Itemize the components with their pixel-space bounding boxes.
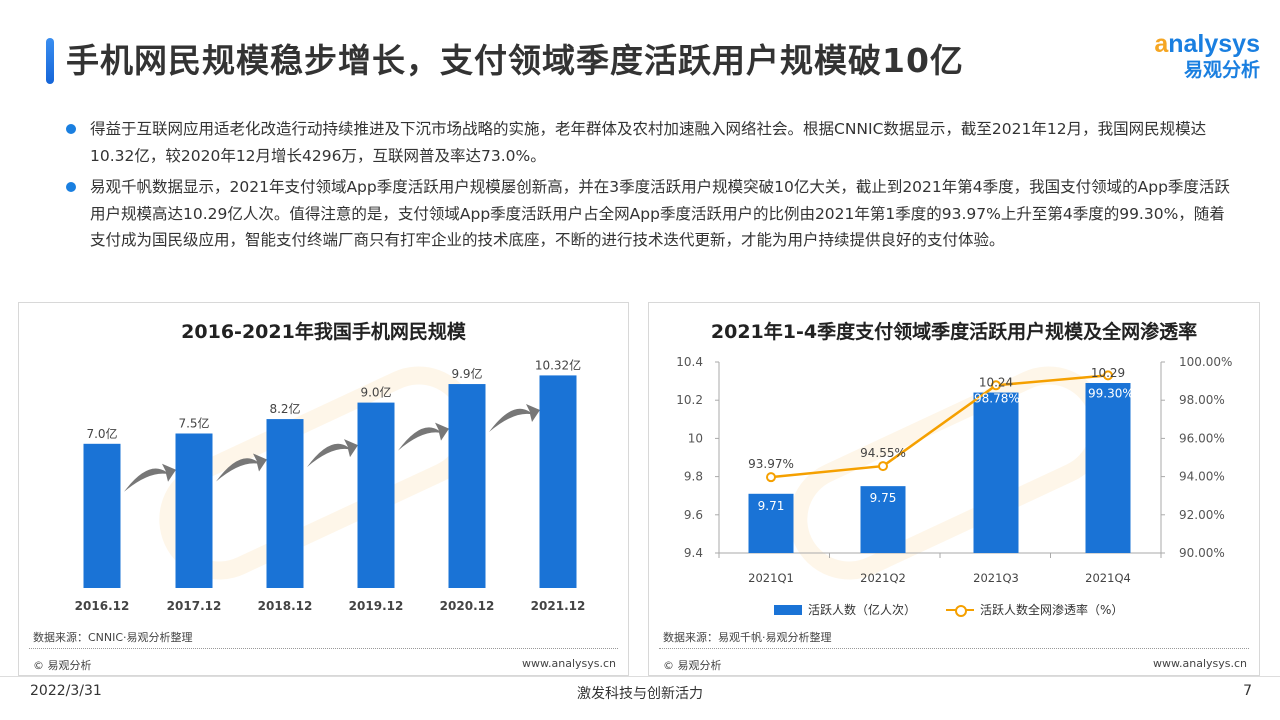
page-number: 7 xyxy=(1243,683,1252,699)
y-tick-label: 9.4 xyxy=(684,546,703,560)
bullet-dot-icon xyxy=(66,124,76,134)
growth-arrow-icon xyxy=(124,463,176,492)
page-title: 手机网民规模稳步增长，支付领域季度活跃用户规模破10亿 xyxy=(66,41,964,80)
netizens-chart: 7.0亿 2016.12 7.5亿 2017.12 8.2亿 2018.12 9.0亿 201… xyxy=(75,357,586,613)
legend-label: 活跃人数全网渗透率（%） xyxy=(980,603,1124,617)
bar-data-label: 9.71 xyxy=(758,499,785,513)
line-series xyxy=(770,374,1109,479)
data-label: 7.5亿 xyxy=(178,416,209,431)
bar xyxy=(748,493,794,553)
x-tick-label: 2021Q3 xyxy=(973,571,1019,585)
data-label: 10.32亿 xyxy=(535,357,581,372)
x-tick-label: 2017.12 xyxy=(167,599,222,613)
chart-source: 数据来源：CNNIC·易观分析整理 xyxy=(33,631,193,644)
bar xyxy=(357,402,395,588)
chart-title: 2021年1-4季度支付领域季度活跃用户规模及全网渗透率 xyxy=(710,321,1198,343)
y-tick-label: 10.2 xyxy=(676,393,703,407)
analysys-logo: analysys 易观分析 xyxy=(1130,30,1260,82)
y2-tick-label: 94.00% xyxy=(1179,470,1225,484)
title-accent-bar xyxy=(46,38,54,84)
line-point xyxy=(1103,370,1113,381)
bullet-text: 得益于互联网应用适老化改造行动持续推进及下沉市场战略的实施，老年群体及农村加速融… xyxy=(90,120,1207,165)
bar xyxy=(266,419,304,588)
growth-arrow-icon xyxy=(398,422,449,451)
line-data-label: 99.30% xyxy=(1088,386,1134,400)
x-tick-label: 2021Q1 xyxy=(748,571,794,585)
x-tick-label: 2020.12 xyxy=(440,599,495,613)
bullet-item: 得益于互联网应用适老化改造行动持续推进及下沉市场战略的实施，老年群体及农村加速融… xyxy=(62,116,1232,169)
growth-arrow-icon xyxy=(307,439,358,468)
payment-chart: 9.4 90.00%9.6 92.00%9.8 94.00%10 96.00%10.2 9… xyxy=(676,355,1232,585)
data-label: 8.2亿 xyxy=(269,401,300,416)
y2-tick-label: 100.00% xyxy=(1179,355,1232,369)
divider xyxy=(659,648,1249,649)
line-data-label: 94.55% xyxy=(860,446,906,460)
growth-arrow-icon xyxy=(216,453,267,482)
bar xyxy=(175,433,213,588)
y-tick-label: 9.6 xyxy=(684,508,703,522)
line-point xyxy=(878,461,888,472)
x-tick-label: 2021Q4 xyxy=(1085,571,1131,585)
bar xyxy=(1085,383,1131,553)
logo-cn: 易观分析 xyxy=(1183,59,1260,81)
bar xyxy=(448,384,486,588)
legend-line-swatch xyxy=(946,604,974,617)
bullet-item: 易观千帆数据显示，2021年支付领域App季度活跃用户规模屡创新高，并在3季度活… xyxy=(62,174,1232,254)
y-tick-label: 10 xyxy=(688,431,703,445)
bar xyxy=(83,443,121,588)
legend-label: 活跃人数（亿人次） xyxy=(808,603,917,617)
footer-date: 2022/3/31 xyxy=(30,683,102,699)
bar-data-label: 10.24 xyxy=(979,376,1013,390)
y2-tick-label: 96.00% xyxy=(1179,431,1225,445)
copyright: © 易观分析 xyxy=(663,659,722,672)
x-tick-label: 2018.12 xyxy=(258,599,313,613)
chart-source: 数据来源：易观千帆·易观分析整理 xyxy=(663,631,832,644)
bullet-dot-icon xyxy=(66,182,76,192)
legend-bar: 活跃人数（亿人次） xyxy=(774,601,916,618)
x-tick-label: 2021Q2 xyxy=(860,571,906,585)
logo-prefix: a xyxy=(1154,30,1169,58)
footer-divider xyxy=(0,676,1280,677)
bullet-list: 得益于互联网应用适老化改造行动持续推进及下沉市场战略的实施，老年群体及农村加速融… xyxy=(62,116,1232,259)
data-label: 9.9亿 xyxy=(451,366,482,381)
y2-tick-label: 90.00% xyxy=(1179,546,1225,560)
legend-line: 活跃人数全网渗透率（%） xyxy=(946,601,1123,618)
y2-tick-label: 92.00% xyxy=(1179,508,1225,522)
line-point xyxy=(991,380,1001,391)
x-tick-label: 2021.12 xyxy=(531,599,586,613)
data-label: 9.0亿 xyxy=(360,385,391,400)
bar-data-label: 9.75 xyxy=(870,491,897,505)
website-link[interactable]: www.analysys.cn xyxy=(522,657,616,670)
y-tick-label: 10.4 xyxy=(676,355,703,369)
chart-panel-payment: 9.4 90.00% 9.6 92.00% 9.8 94.00% 10 96.00% 10.2 9… xyxy=(648,302,1260,676)
line-data-label: 98.78% xyxy=(974,391,1020,405)
divider xyxy=(29,648,618,649)
line-data-label: 93.97% xyxy=(748,457,794,471)
x-tick-label: 2016.12 xyxy=(75,599,130,613)
bar xyxy=(539,375,577,588)
footer-slogan: 激发科技与创新活力 xyxy=(577,686,703,702)
line-point xyxy=(766,472,776,483)
bullet-text: 易观千帆数据显示，2021年支付领域App季度活跃用户规模屡创新高，并在3季度活… xyxy=(90,178,1230,249)
bar xyxy=(860,486,906,553)
bar-data-label: 10.29 xyxy=(1091,366,1125,380)
website-link[interactable]: www.analysys.cn xyxy=(1153,657,1247,670)
x-tick-label: 2019.12 xyxy=(349,599,404,613)
copyright: © 易观分析 xyxy=(33,659,92,672)
growth-arrow-icon xyxy=(489,404,540,433)
y-tick-label: 9.8 xyxy=(684,470,703,484)
chart-panel-netizens: 7.0亿 2016.12 7.5亿 2017.12 8.2亿 2018.12 9.0亿 201… xyxy=(18,302,629,676)
chart-title: 2016-2021年我国手机网民规模 xyxy=(181,321,466,343)
bar xyxy=(973,392,1019,553)
logo-en: nalysys xyxy=(1168,30,1260,58)
data-label: 7.0亿 xyxy=(86,426,117,441)
legend-bar-swatch xyxy=(774,604,802,615)
y2-tick-label: 98.00% xyxy=(1179,393,1225,407)
